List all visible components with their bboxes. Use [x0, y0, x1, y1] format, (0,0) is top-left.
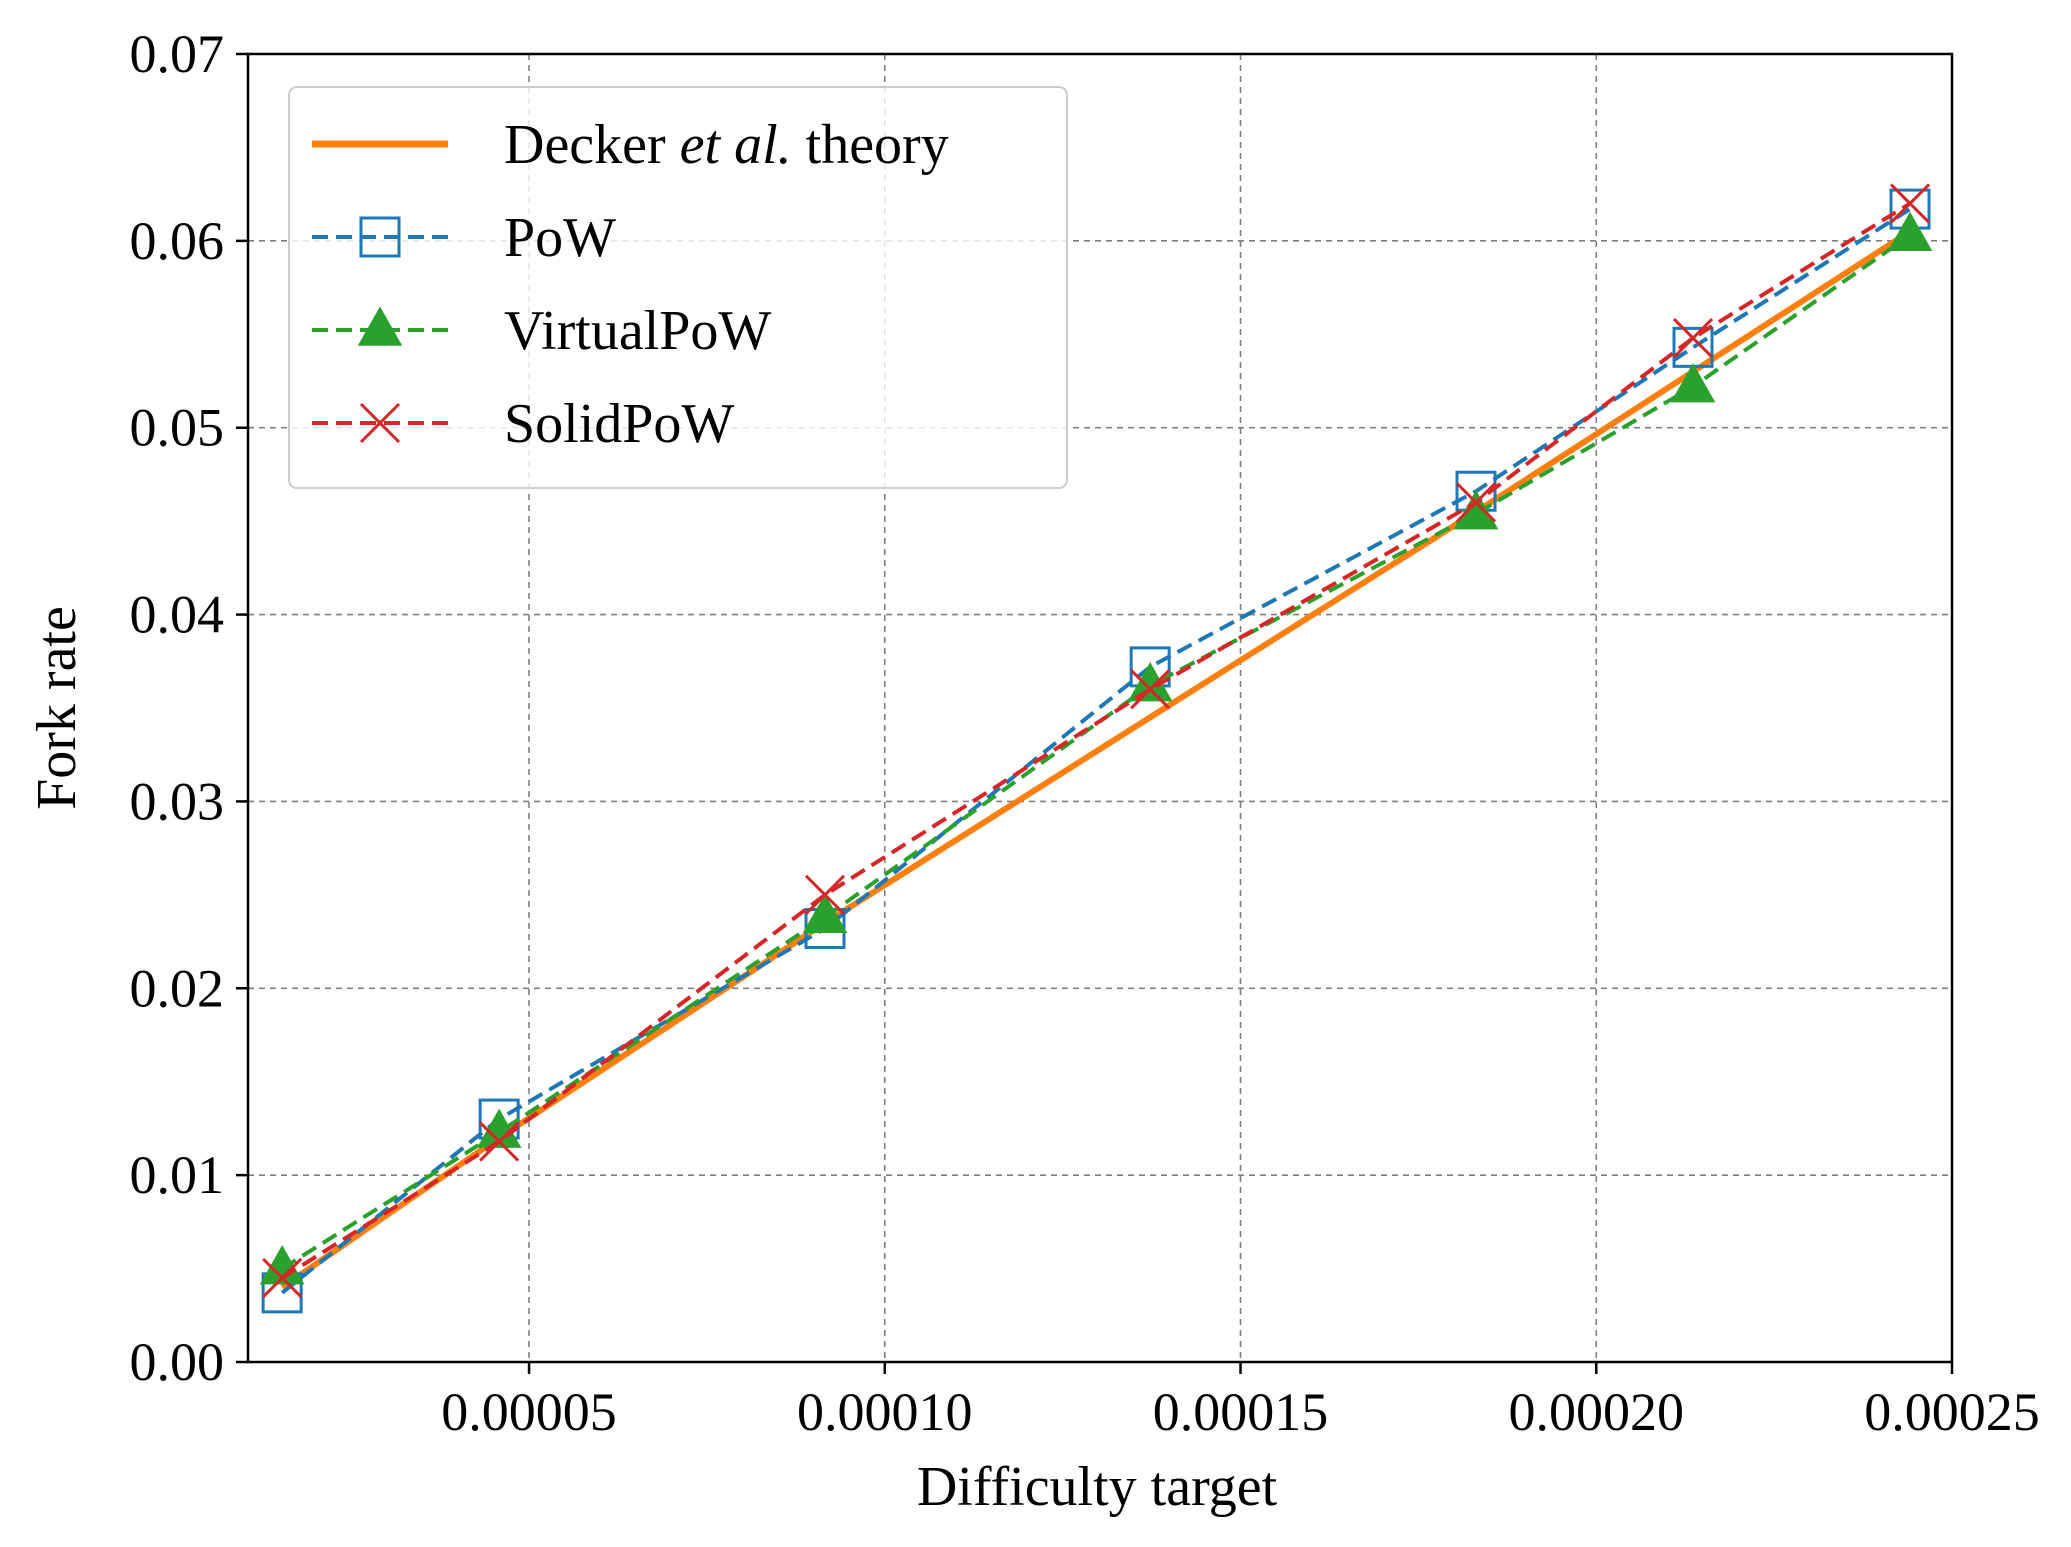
legend-label-part: et al.: [680, 114, 792, 176]
y-tick-label: 0.07: [130, 24, 225, 84]
virtualpow-point: [476, 1108, 522, 1148]
plot-frame: [246, 52, 1954, 1364]
y-tick-label: 0.04: [130, 585, 225, 645]
y-axis-label: Fork rate: [26, 606, 88, 810]
legend-label-part: theory: [792, 114, 949, 176]
axes: [236, 52, 1954, 1374]
legend-label: SolidPoW: [504, 393, 734, 455]
solidpow-point: [804, 874, 846, 915]
solidpow-point: [1889, 183, 1931, 224]
legend-label: PoW: [504, 207, 616, 269]
series-layer: [259, 183, 1933, 1314]
y-tick-label: 0.00: [130, 1332, 225, 1392]
virtualpow-point: [1670, 363, 1716, 403]
legend-box: [288, 86, 1068, 489]
virtualpow-point: [1887, 211, 1933, 252]
x-tick-label: 0.00010: [797, 1382, 973, 1442]
x-tick-label: 0.00020: [1509, 1382, 1685, 1442]
x-marker-stroke: [1130, 669, 1171, 710]
solidpow-point: [1130, 669, 1171, 710]
x-axis-label: Difficulty target: [917, 1456, 1278, 1518]
y-tick-label: 0.01: [130, 1145, 225, 1205]
legend-item-pow: PoW: [312, 207, 616, 269]
legend-item-virtualpow: VirtualPoW: [312, 300, 771, 362]
legend-marker: [359, 216, 401, 258]
x-marker-stroke: [804, 874, 846, 915]
x-marker-stroke: [479, 1121, 520, 1162]
tick-labels: 0.00005 0.00010 0.00015 0.00020 0.00025 0.00 0…: [130, 24, 2040, 1442]
y-tick-label: 0.03: [130, 771, 225, 831]
legend-label: VirtualPoW: [504, 300, 771, 362]
y-tick-label: 0.02: [130, 958, 225, 1018]
solidpow-point: [262, 1257, 303, 1298]
virtualpow-point: [259, 1245, 305, 1285]
legend-label-part: Decker: [504, 114, 680, 176]
solidpow-point: [1455, 482, 1497, 523]
solidpow-point: [479, 1121, 520, 1162]
x-tick-label: 0.00015: [1153, 1382, 1329, 1442]
x-marker-stroke: [1889, 183, 1931, 224]
x-marker-stroke: [359, 402, 401, 444]
series-virtualpow: [259, 211, 1933, 1285]
virtualpow-point: [802, 893, 848, 934]
virtualpow-point: [1453, 490, 1499, 530]
x-marker-stroke: [1672, 317, 1714, 359]
x-marker-stroke: [262, 1257, 303, 1298]
legend-marker: [357, 306, 403, 346]
legend: Decker et al. theory PoW VirtualPoW SolidPo…: [288, 86, 1068, 489]
y-tick-label: 0.05: [130, 398, 225, 458]
x-tick-label: 0.00005: [441, 1382, 617, 1442]
x-marker-stroke: [1455, 482, 1497, 523]
solidpow-point: [1672, 317, 1714, 359]
legend-label: Decker et al. theory: [504, 114, 949, 176]
legend-item-decker-et-al-theory: Decker et al. theory: [312, 114, 949, 176]
x-tick-label: 0.00025: [1864, 1382, 2040, 1442]
y-tick-label: 0.06: [130, 211, 225, 271]
legend-item-solidpow: SolidPoW: [312, 393, 734, 455]
legend-marker: [359, 402, 401, 444]
series-solidpow: [262, 183, 1931, 1298]
